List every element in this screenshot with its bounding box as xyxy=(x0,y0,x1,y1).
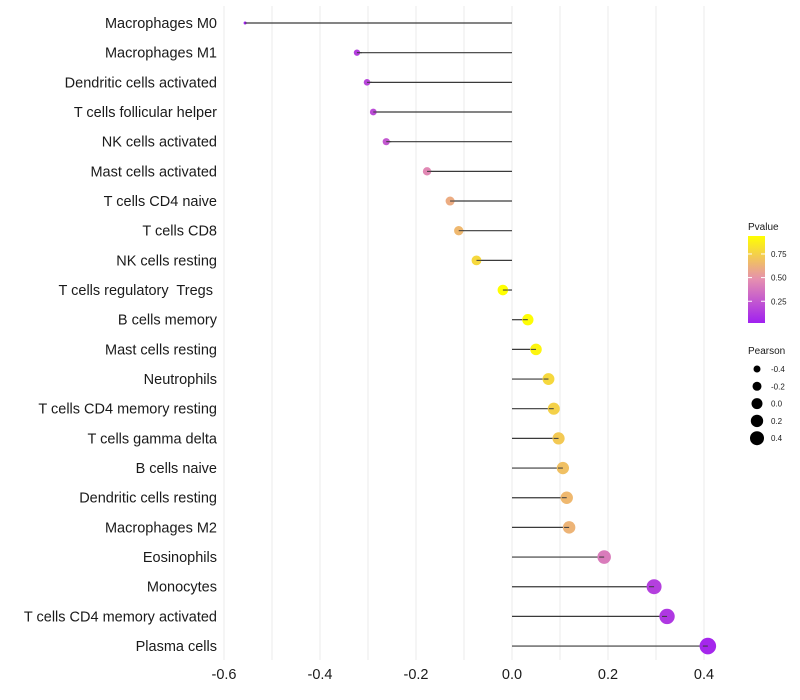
lollipop-point xyxy=(471,255,482,266)
y-tick-label: Dendritic cells activated xyxy=(65,75,217,91)
size-legend-label: 0.4 xyxy=(771,434,783,443)
size-legend-key xyxy=(750,431,764,446)
x-tick-label: -0.2 xyxy=(404,667,429,683)
y-tick-label: B cells memory xyxy=(118,313,218,329)
y-tick-label: NK cells resting xyxy=(116,253,217,269)
x-tick-label: 0.0 xyxy=(502,667,522,683)
pvalue-legend: Pvalue 0.25 0.50 0.75 xyxy=(748,222,787,323)
pearson-legend-title: Pearson xyxy=(748,346,785,357)
size-legend-key xyxy=(753,365,761,373)
y-tick-label: T cells CD8 xyxy=(142,224,217,240)
x-tick-label: -0.6 xyxy=(212,667,237,683)
x-tick-label: 0.2 xyxy=(598,667,618,683)
y-tick-label: T cells CD4 memory activated xyxy=(24,609,217,625)
colorbar-tick-label: 0.25 xyxy=(771,297,787,306)
pvalue-colorbar xyxy=(748,236,765,323)
y-tick-label: Macrophages M1 xyxy=(105,46,217,62)
y-tick-label: T cells gamma delta xyxy=(88,431,218,447)
x-tick-label: -0.4 xyxy=(308,667,333,683)
size-legend-key xyxy=(752,381,762,391)
y-tick-label: T cells regulatory Tregs xyxy=(59,283,218,299)
y-tick-label: T cells CD4 naive xyxy=(104,194,217,210)
y-tick-label: Monocytes xyxy=(147,580,217,596)
y-tick-label: Dendritic cells resting xyxy=(79,491,217,507)
y-tick-label: B cells naive xyxy=(136,461,217,477)
y-tick-label: Plasma cells xyxy=(136,639,217,655)
size-legend-label: 0.0 xyxy=(771,400,783,409)
y-tick-label: Mast cells activated xyxy=(90,164,217,180)
size-legend-label: 0.2 xyxy=(771,417,783,426)
y-tick-label: NK cells activated xyxy=(102,135,217,151)
size-legend-label: -0.4 xyxy=(771,365,785,374)
lollipop-points xyxy=(243,21,717,655)
size-legend-key xyxy=(751,398,763,410)
pearson-legend: Pearson -0.4 -0.2 0.0 0.2 0.4 xyxy=(748,346,785,446)
y-tick-label: Macrophages M2 xyxy=(105,520,217,536)
x-axis-ticks: -0.6 -0.4 -0.2 0.0 0.2 0.4 xyxy=(212,667,715,683)
size-legend-key xyxy=(750,414,764,428)
colorbar-tick-label: 0.50 xyxy=(771,274,787,283)
grid-lines xyxy=(223,6,705,660)
y-axis-labels: Macrophages M0 Macrophages M1 Dendritic ce… xyxy=(24,16,218,655)
colorbar-tick-label: 0.75 xyxy=(771,250,787,259)
pvalue-legend-title: Pvalue xyxy=(748,222,779,233)
lollipop-stems xyxy=(245,22,708,647)
lollipop-point xyxy=(597,550,611,564)
x-tick-label: 0.4 xyxy=(694,667,714,683)
y-tick-label: Mast cells resting xyxy=(105,342,217,358)
size-legend-label: -0.2 xyxy=(771,382,785,391)
y-tick-label: Macrophages M0 xyxy=(105,16,217,32)
y-tick-label: T cells CD4 memory resting xyxy=(38,402,217,418)
y-tick-label: Eosinophils xyxy=(143,550,217,566)
y-tick-label: Neutrophils xyxy=(144,372,217,388)
y-tick-label: T cells follicular helper xyxy=(74,105,217,121)
